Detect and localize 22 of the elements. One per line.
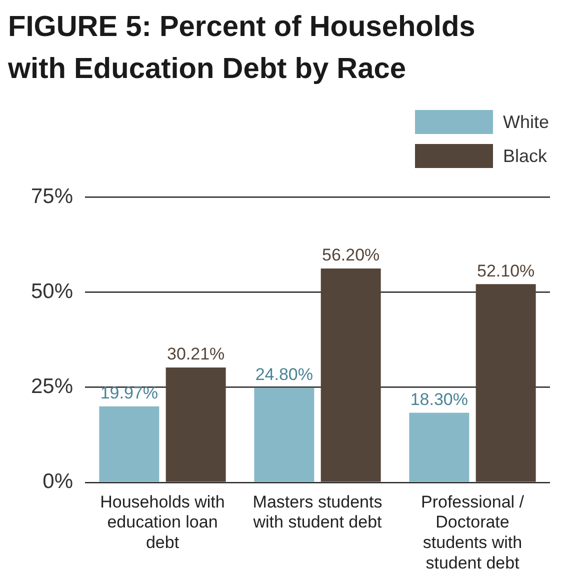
bar	[409, 412, 470, 482]
bar	[476, 284, 536, 482]
x-tick-label: Masters students with student debt	[252, 492, 382, 532]
bar	[254, 388, 314, 482]
data-label: 52.10%	[476, 261, 535, 280]
bar	[320, 268, 381, 482]
x-tick-label: Households with education loan debt	[100, 492, 225, 552]
data-label: 18.30%	[410, 390, 468, 409]
data-label: 30.21%	[166, 344, 225, 364]
legend-label: White	[502, 112, 549, 132]
data-label: 19.97%	[100, 384, 158, 403]
y-tick-label: 0%	[42, 470, 73, 494]
x-tick-label: Professional / Doctorate students with student debt	[421, 492, 524, 572]
y-tick-label: 75%	[30, 184, 73, 208]
y-tick-label: 25%	[30, 375, 73, 398]
data-label: 24.80%	[255, 365, 314, 384]
bar	[166, 367, 226, 482]
data-label: 56.20%	[322, 246, 380, 265]
bar	[99, 406, 160, 482]
y-tick-label: 50%	[30, 280, 73, 303]
chart-title: FIGURE 5: Percent of Households with Education Debt by Race	[8, 10, 476, 87]
legend-label: Black	[502, 146, 547, 166]
